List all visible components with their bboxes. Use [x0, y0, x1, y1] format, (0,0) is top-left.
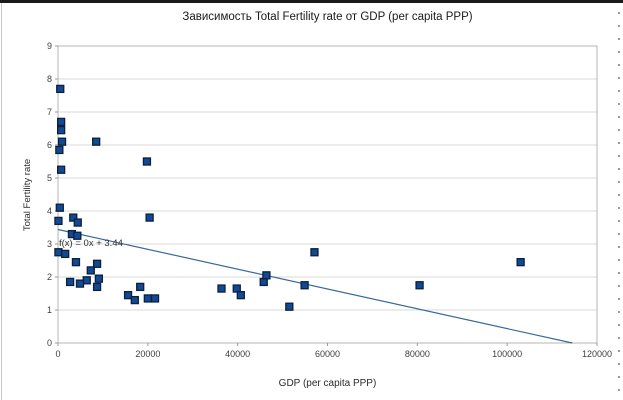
y-tick-label: 8 [47, 74, 52, 84]
x-tick-label: 20000 [135, 349, 160, 359]
data-point [61, 249, 70, 259]
y-tick-label: 2 [47, 272, 52, 282]
data-point [92, 282, 102, 292]
data-point [65, 277, 75, 287]
data-point [92, 137, 101, 146]
data-point [73, 218, 82, 227]
data-point [55, 145, 64, 155]
data-point [123, 290, 133, 300]
y-tick-label: 5 [47, 173, 52, 183]
data-point [145, 213, 154, 222]
x-tick-label: 60000 [315, 349, 340, 359]
data-point [136, 282, 145, 292]
x-axis-title: GDP (per capita PPP) [278, 378, 377, 389]
data-point [71, 257, 81, 267]
y-tick-label: 9 [47, 41, 52, 51]
data-point [285, 302, 294, 311]
y-tick-label: 7 [47, 107, 52, 117]
data-point [94, 274, 104, 283]
x-tick-label: 40000 [225, 349, 250, 359]
x-tick-label: 0 [55, 349, 60, 359]
data-point [56, 84, 65, 94]
data-point [142, 157, 152, 166]
data-point [150, 294, 160, 303]
data-point [75, 279, 85, 288]
data-point [130, 295, 139, 305]
data-point [92, 259, 102, 268]
sheet-left-edge [1, 3, 2, 400]
data-point [69, 213, 78, 222]
x-tick-label: 120000 [582, 349, 612, 359]
data-point [300, 281, 309, 290]
x-tick-label: 100000 [492, 349, 522, 359]
data-point [56, 117, 66, 127]
y-tick-label: 0 [47, 338, 52, 348]
data-point [516, 257, 525, 267]
data-point [262, 271, 271, 280]
trend-line [57, 228, 573, 344]
data-point [55, 203, 64, 212]
y-tick-label: 1 [47, 305, 52, 315]
data-point [82, 276, 91, 285]
y-tick-label: 3 [47, 239, 52, 249]
y-axis-title: Total Fertility rate [22, 158, 33, 232]
data-point [86, 266, 95, 275]
chart-title: Зависимость Total Fertility rate от GDP … [182, 11, 473, 23]
trendline-equation-label: f(x) = 0x + 3.44 [59, 238, 123, 249]
y-tick-label: 4 [47, 206, 52, 216]
data-point [143, 294, 152, 303]
data-point [56, 126, 66, 135]
data-point [310, 248, 319, 257]
window-top-border [0, 0, 623, 3]
data-point [236, 290, 245, 300]
data-point [56, 165, 66, 174]
data-point [54, 248, 63, 257]
x-tick-label: 80000 [405, 349, 430, 359]
data-point [57, 137, 67, 146]
y-tick-label: 6 [47, 140, 52, 150]
data-point [54, 216, 63, 226]
data-point [415, 281, 424, 290]
sheet-right-edge-dots [618, 12, 620, 392]
data-point [217, 284, 226, 293]
data-point [73, 231, 82, 240]
